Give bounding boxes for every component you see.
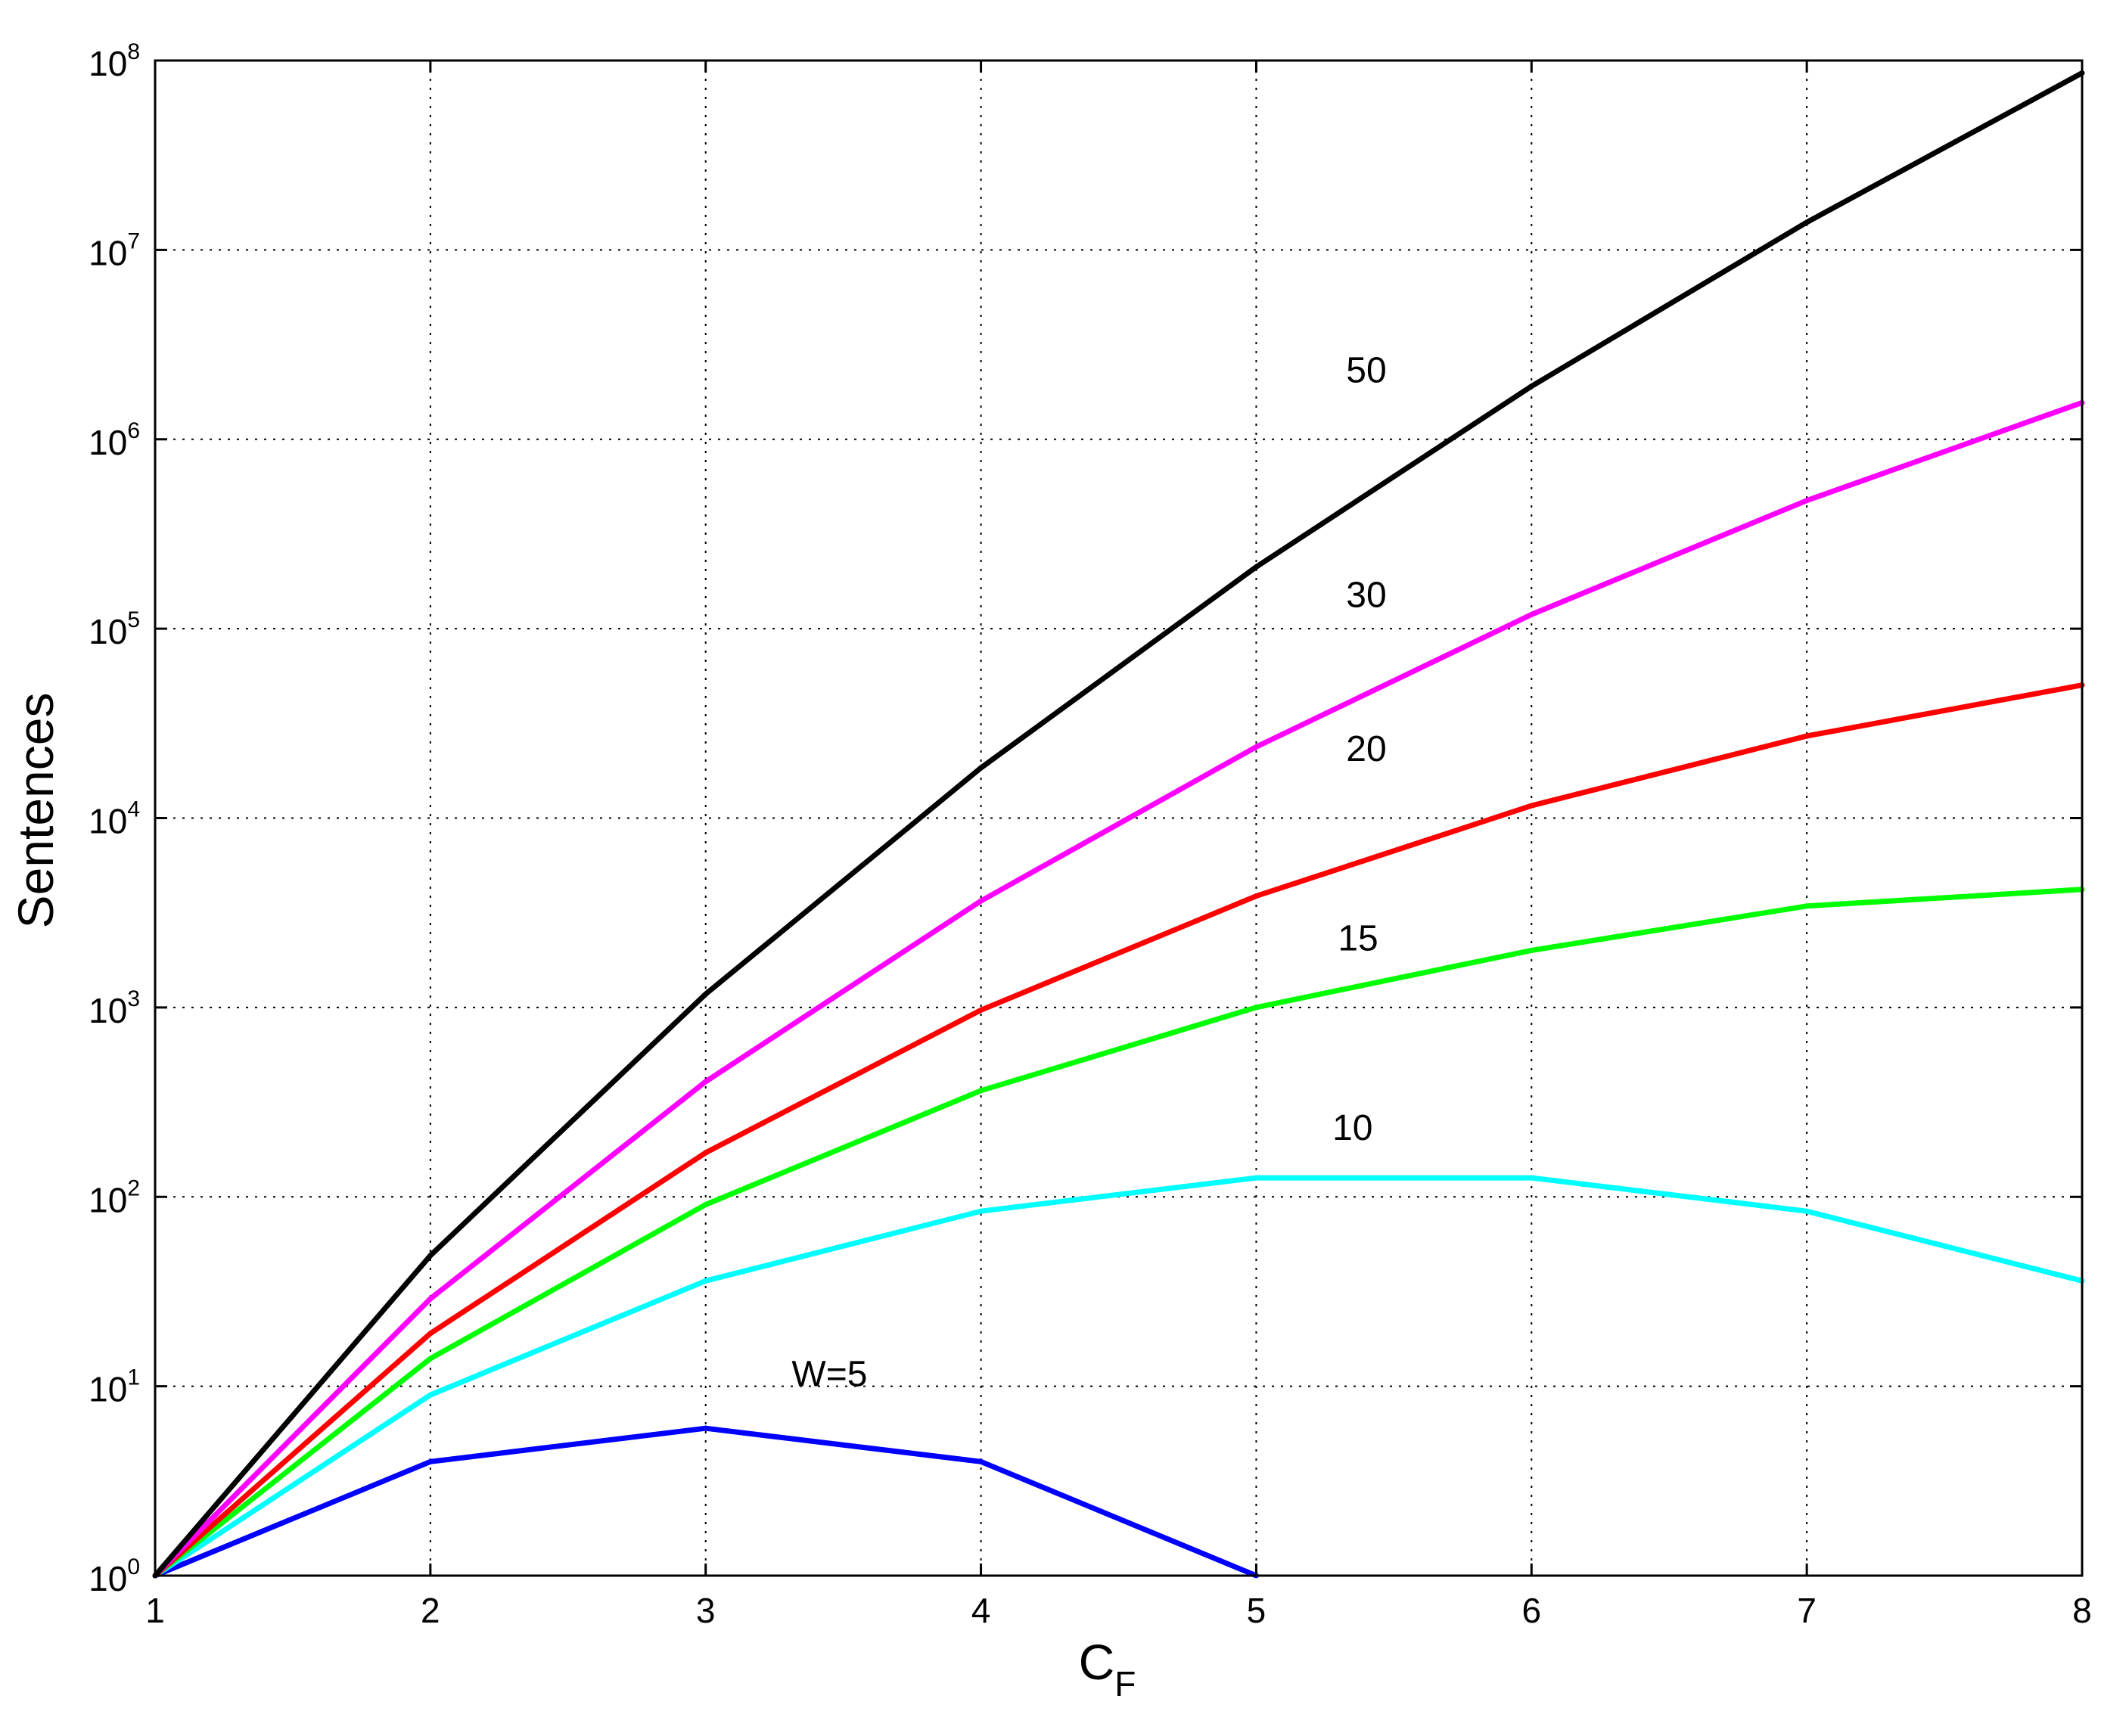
y-tick-label: 102 [89,1175,140,1219]
x-tick-label: 5 [1247,1591,1267,1630]
data-point [427,1356,434,1362]
x-tick-label: 6 [1521,1591,1541,1630]
data-point [1804,498,1810,504]
series-annotation: 10 [1332,1108,1372,1148]
series-line [153,70,2084,1578]
series-w-5 [152,1425,1259,1579]
data-point [1528,1175,1534,1181]
data-point [1253,564,1259,570]
data-point [978,1458,984,1464]
x-axis-title-subscript: F [1114,1664,1136,1703]
x-tick-label: 4 [971,1591,991,1630]
data-point [1804,733,1810,739]
data-point [1804,1208,1810,1214]
series-annotation: 20 [1346,729,1386,769]
data-point [427,1296,434,1302]
data-point [1253,1005,1259,1011]
series-layer [152,70,2085,1579]
data-point [1528,384,1534,390]
data-point [703,991,709,997]
data-point [1253,893,1259,899]
series-line [153,887,2083,1578]
series-annotation: 15 [1338,919,1378,959]
series-annotation: W=5 [791,1355,867,1395]
y-tick-label: 104 [89,797,140,841]
x-axis-title-main: C [1079,1634,1115,1690]
data-point [1253,1175,1259,1181]
series-10 [152,1175,2085,1579]
data-point [703,1079,709,1085]
data-point [978,1088,984,1094]
y-axis-title: Sentences [8,693,64,929]
data-point [703,1425,709,1431]
data-point [703,1202,709,1208]
data-point [427,1331,434,1337]
data-point [978,1007,984,1013]
x-tick-label: 8 [2072,1591,2092,1630]
data-point [1804,903,1810,909]
tick-layer [154,59,2084,1577]
y-tick-label: 105 [89,607,140,651]
data-point [978,898,984,904]
y-tick-label: 107 [89,228,140,272]
data-point [427,1253,434,1259]
y-tick-label: 101 [89,1365,140,1409]
data-point [978,765,984,771]
x-tick-label: 1 [145,1591,165,1630]
data-point [1528,947,1534,953]
data-point [703,1278,709,1284]
y-tick-label: 108 [89,39,140,83]
series-annotation: 30 [1346,576,1386,616]
x-axis-title: CF [1079,1634,1136,1703]
data-point [1253,744,1259,750]
y-tick-label: 103 [89,986,140,1030]
data-point [427,1392,434,1398]
data-point [1528,611,1534,617]
data-point [1804,219,1810,225]
y-tick-label: 100 [89,1554,140,1598]
data-point [703,1150,709,1156]
series-line [153,400,2084,1578]
data-point [978,1208,984,1214]
x-tick-label: 2 [421,1591,440,1630]
series-line [153,682,2083,1578]
series-annotation: 50 [1346,350,1386,390]
data-point [427,1458,434,1464]
series-50 [152,70,2085,1579]
x-tick-label: 7 [1797,1591,1817,1630]
series-line [154,1175,2083,1578]
label-layer: 1 2 3 4 5 6 7 8 100 101 102 103 104 105 106 107 108 W=5 10… [89,39,2092,1630]
data-point [1528,803,1534,809]
y-tick-label: 106 [89,418,140,462]
x-tick-label: 3 [696,1591,716,1630]
